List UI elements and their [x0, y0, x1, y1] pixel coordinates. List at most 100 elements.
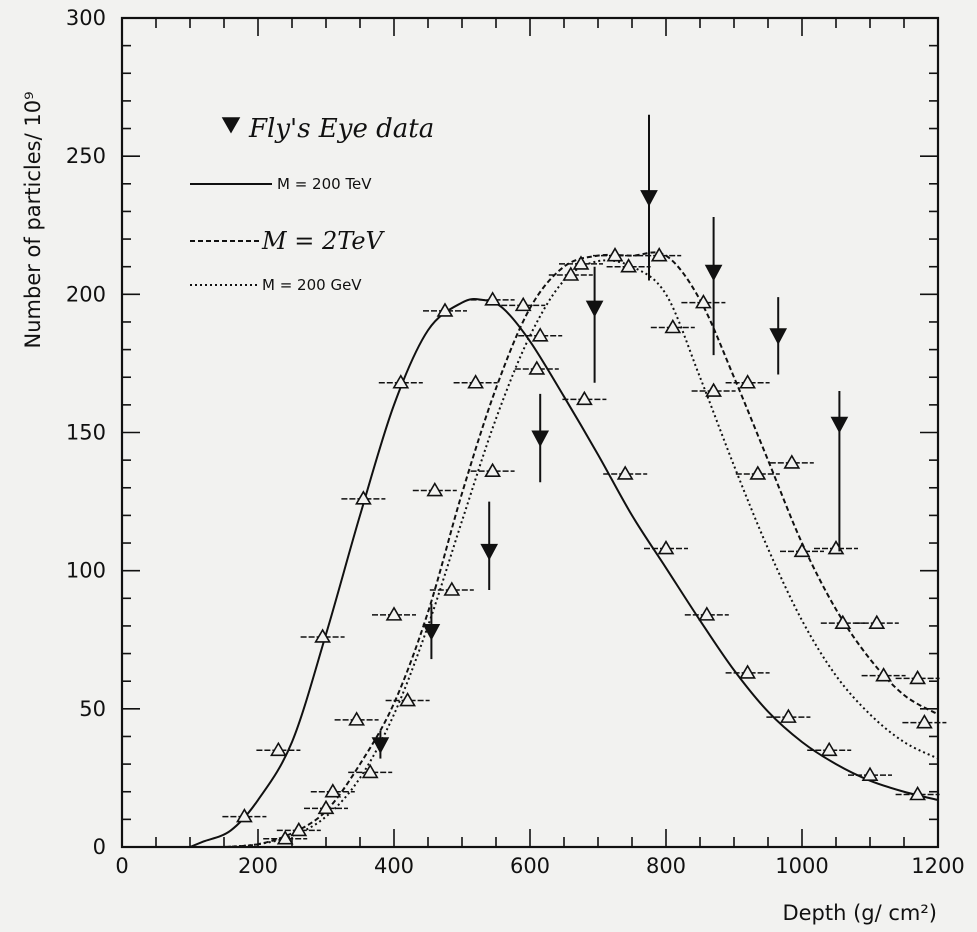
x-tick-label: 1000 — [775, 854, 828, 878]
open-triangle — [401, 694, 415, 706]
filled-down-triangle — [532, 431, 548, 446]
open-triangle — [696, 296, 710, 308]
open-triangle — [836, 616, 850, 628]
triangle-marker-m-200-gev — [348, 765, 392, 777]
open-triangle — [917, 716, 931, 728]
triangle-marker-m-200-tev — [896, 787, 940, 799]
series-curves — [190, 252, 938, 847]
y-tick-label: 300 — [66, 6, 106, 30]
open-triangle — [659, 542, 673, 554]
open-triangle — [363, 765, 377, 777]
x-tick-label: 800 — [646, 854, 686, 878]
open-triangle — [292, 823, 306, 835]
data-point — [706, 217, 722, 355]
open-triangle — [795, 544, 809, 556]
triangle-marker-m-200-tev — [423, 304, 467, 316]
triangle-marker-m-200-tev — [685, 608, 729, 620]
y-tick-label: 50 — [79, 697, 106, 721]
y-tick-label: 150 — [66, 421, 106, 445]
triangle-marker-m-200-gev — [780, 544, 824, 556]
triangle-marker-m-2tev — [770, 456, 814, 468]
open-triangle — [469, 376, 483, 388]
triangle-marker-m-200-gev — [902, 716, 946, 728]
x-tick-label: 400 — [374, 854, 414, 878]
open-triangle — [319, 801, 333, 813]
open-triangle — [622, 260, 636, 272]
open-triangle — [785, 456, 799, 468]
y-axis-title: Number of particles/ 10⁹ — [21, 92, 45, 349]
filled-down-triangle — [481, 544, 497, 559]
open-triangle — [863, 768, 877, 780]
open-triangle — [741, 376, 755, 388]
triangle-marker-m-2tev — [335, 713, 379, 725]
triangle-marker-m-2tev — [726, 376, 770, 388]
plot-frame — [122, 18, 938, 847]
triangle-marker-m-200-tev — [379, 376, 423, 388]
legend-triangle-down-marker — [223, 118, 239, 132]
x-tick-label: 1200 — [911, 854, 964, 878]
open-triangle — [829, 542, 843, 554]
open-triangle — [516, 298, 530, 310]
filled-down-triangle — [372, 738, 388, 753]
legend-label-flys-eye: Fly's Eye data — [248, 114, 434, 144]
legend-label-200gev: M = 200 GeV — [262, 276, 362, 294]
data-point — [532, 394, 548, 482]
data-point — [831, 391, 847, 551]
legend-entry-2tev: M = 2TeV — [190, 227, 386, 255]
data-point — [481, 502, 497, 590]
open-triangle — [387, 608, 401, 620]
open-triangle — [533, 329, 547, 341]
open-triangle — [877, 669, 891, 681]
x-tick-labels: 0 200 400 600 800 1000 1200 — [115, 854, 964, 878]
open-triangle — [530, 362, 544, 374]
triangle-marker-m-200-tev — [515, 362, 559, 374]
y-tick-label: 0 — [93, 835, 106, 859]
legend-entry-flys-eye: Fly's Eye data — [223, 114, 434, 144]
filled-down-triangle — [587, 301, 603, 316]
open-triangle — [618, 467, 632, 479]
triangle-marker-m-2tev — [304, 801, 348, 813]
legend-label-2tev: M = 2TeV — [261, 227, 386, 255]
open-triangle — [822, 743, 836, 755]
y-tick-label: 200 — [66, 282, 106, 306]
x-tick-label: 200 — [238, 854, 278, 878]
open-triangle — [356, 492, 370, 504]
open-triangle — [574, 257, 588, 269]
triangle-marker-m-200-gev — [651, 320, 695, 332]
triangle-marker-m-200-gev — [821, 616, 865, 628]
filled-down-triangle — [641, 191, 657, 206]
open-triangle — [486, 293, 500, 305]
plot-border — [122, 18, 938, 847]
open-triangle — [486, 464, 500, 476]
y-tick-label: 250 — [66, 144, 106, 168]
open-triangle — [445, 583, 459, 595]
triangle-marker-m-2tev — [372, 608, 416, 620]
x-axis-title: Depth (g/ cm²) — [782, 901, 937, 925]
open-triangle — [326, 785, 340, 797]
triangle-marker-m-200-tev — [341, 492, 385, 504]
axis-ticks — [122, 18, 938, 847]
triangle-marker-m-2tev — [413, 484, 457, 496]
triangle-marker-m-2tev — [681, 296, 725, 308]
open-triangle — [350, 713, 364, 725]
filled-down-triangle — [831, 417, 847, 432]
triangle-marker-m-200-tev — [222, 810, 266, 822]
legend-entry-200tev: M = 200 TeV — [190, 175, 372, 193]
triangle-marker-m-200-tev — [562, 392, 606, 404]
triangle-marker-m-2tev — [454, 376, 498, 388]
flys-eye-data-points — [372, 115, 847, 759]
data-point — [770, 297, 786, 374]
series-line-m-200-tev — [190, 299, 938, 847]
triangle-marker-m-200-gev — [311, 785, 355, 797]
filled-down-triangle — [770, 329, 786, 344]
triangle-marker-m-200-gev — [386, 694, 430, 706]
x-tick-label: 600 — [510, 854, 550, 878]
x-tick-label: 0 — [115, 854, 128, 878]
legend: Fly's Eye data M = 200 TeV M = 2TeV M = … — [190, 114, 434, 294]
y-tick-label: 100 — [66, 559, 106, 583]
open-triangle — [741, 666, 755, 678]
open-triangle — [700, 608, 714, 620]
open-triangle — [652, 249, 666, 261]
open-triangle — [707, 384, 721, 396]
